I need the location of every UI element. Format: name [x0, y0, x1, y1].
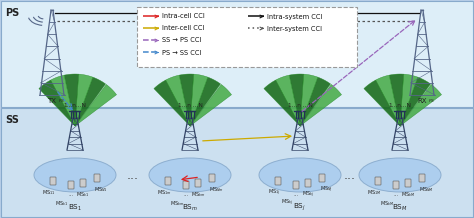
Text: 1...n ...N: 1...n ...N — [178, 103, 202, 108]
Polygon shape — [75, 77, 106, 126]
Text: SS: SS — [5, 115, 19, 125]
Text: $_{PS}$: $_{PS}$ — [58, 98, 65, 105]
Text: SS → PS CCI: SS → PS CCI — [162, 37, 201, 44]
Polygon shape — [179, 74, 193, 126]
Text: RX: RX — [417, 98, 427, 104]
Text: 1...n...N: 1...n...N — [389, 103, 411, 108]
FancyBboxPatch shape — [419, 174, 425, 182]
Polygon shape — [300, 74, 318, 126]
Text: MS$_{k1}$: MS$_{k1}$ — [55, 199, 69, 208]
FancyBboxPatch shape — [50, 177, 56, 185]
Polygon shape — [165, 75, 190, 126]
Polygon shape — [51, 75, 75, 126]
Text: 1...n ...N: 1...n ...N — [288, 103, 312, 108]
Text: Intra-system CCI: Intra-system CCI — [267, 14, 322, 19]
Polygon shape — [400, 74, 418, 126]
Text: BS$_{M}$: BS$_{M}$ — [392, 203, 408, 213]
Polygon shape — [400, 77, 430, 126]
Text: MS$_{km}$: MS$_{km}$ — [191, 190, 205, 199]
FancyBboxPatch shape — [183, 181, 189, 189]
Polygon shape — [375, 75, 400, 126]
Text: MS$_{kj}$: MS$_{kj}$ — [281, 198, 293, 208]
FancyBboxPatch shape — [195, 179, 201, 187]
Text: MS$_{kM}$: MS$_{kM}$ — [401, 190, 415, 199]
FancyBboxPatch shape — [165, 177, 171, 185]
Text: ...: ... — [393, 192, 399, 197]
Text: MS$_{N1}$: MS$_{N1}$ — [94, 185, 108, 194]
Text: MS$_{1j}$: MS$_{1j}$ — [268, 188, 280, 198]
Polygon shape — [154, 80, 190, 126]
FancyBboxPatch shape — [275, 177, 281, 185]
Text: MS$_{1M}$: MS$_{1M}$ — [367, 188, 381, 197]
Polygon shape — [64, 74, 79, 126]
Polygon shape — [400, 84, 441, 126]
Text: ...: ... — [293, 192, 299, 197]
FancyBboxPatch shape — [319, 174, 325, 182]
Polygon shape — [190, 84, 231, 126]
FancyBboxPatch shape — [305, 179, 311, 187]
Polygon shape — [75, 84, 117, 126]
Text: Intra-cell CCI: Intra-cell CCI — [162, 14, 205, 19]
Text: BS$_{1}$: BS$_{1}$ — [68, 203, 82, 213]
Text: ...: ... — [68, 192, 73, 197]
Text: PS: PS — [5, 8, 19, 18]
Text: ...: ... — [127, 169, 139, 182]
Text: MS$_{1m}$: MS$_{1m}$ — [157, 188, 171, 197]
Polygon shape — [364, 80, 400, 126]
Text: MS$_{Nj}$: MS$_{Nj}$ — [319, 185, 332, 195]
Text: MS$_{kj}$: MS$_{kj}$ — [302, 190, 314, 200]
FancyBboxPatch shape — [94, 174, 100, 182]
Text: MS$_{kM}$: MS$_{kM}$ — [380, 199, 394, 208]
Ellipse shape — [359, 158, 441, 192]
Text: MS$_{11}$: MS$_{11}$ — [42, 188, 55, 197]
Text: MS$_{Nm}$: MS$_{Nm}$ — [209, 185, 223, 194]
Polygon shape — [289, 74, 304, 126]
Text: MS$_{k1}$: MS$_{k1}$ — [76, 190, 90, 199]
FancyBboxPatch shape — [293, 181, 299, 189]
FancyBboxPatch shape — [137, 7, 357, 67]
Polygon shape — [190, 74, 208, 126]
Ellipse shape — [34, 158, 116, 192]
Bar — [1, 108, 473, 217]
Ellipse shape — [259, 158, 341, 192]
Text: ...: ... — [183, 192, 189, 197]
Text: PS → SS CCI: PS → SS CCI — [162, 49, 201, 56]
FancyBboxPatch shape — [393, 181, 399, 189]
Ellipse shape — [149, 158, 231, 192]
Polygon shape — [190, 77, 220, 126]
FancyBboxPatch shape — [405, 179, 411, 187]
Text: ...: ... — [344, 169, 356, 182]
Polygon shape — [300, 77, 330, 126]
Polygon shape — [75, 74, 93, 126]
Text: TX: TX — [47, 98, 56, 104]
Text: BS$_{j}$: BS$_{j}$ — [293, 201, 307, 213]
Text: MS$_{km}$: MS$_{km}$ — [170, 199, 184, 208]
Polygon shape — [389, 74, 404, 126]
Bar — [1, 1, 473, 107]
FancyBboxPatch shape — [68, 181, 74, 189]
Text: $_{PS}$: $_{PS}$ — [428, 98, 435, 105]
Text: MS$_{NM}$: MS$_{NM}$ — [419, 185, 433, 194]
FancyBboxPatch shape — [375, 177, 381, 185]
Text: Inter-cell CCI: Inter-cell CCI — [162, 26, 204, 31]
Polygon shape — [39, 80, 75, 126]
Text: Inter-system CCI: Inter-system CCI — [267, 26, 322, 31]
Polygon shape — [264, 80, 300, 126]
FancyBboxPatch shape — [209, 174, 215, 182]
Polygon shape — [300, 84, 342, 126]
FancyBboxPatch shape — [80, 179, 86, 187]
Polygon shape — [275, 75, 300, 126]
Text: 1...n...N: 1...n...N — [64, 103, 86, 108]
Text: BS$_{m}$: BS$_{m}$ — [182, 203, 198, 213]
